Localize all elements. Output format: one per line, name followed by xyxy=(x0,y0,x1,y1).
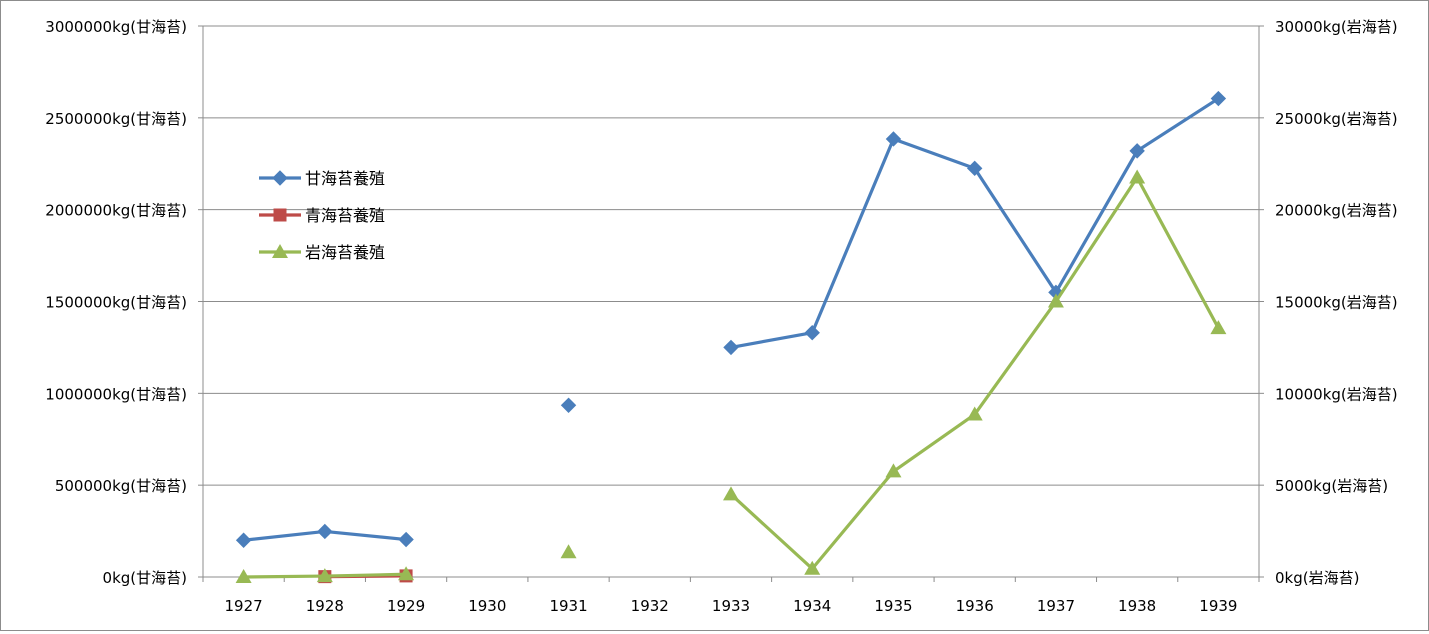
data-point xyxy=(723,339,739,356)
right-axis-tick-label: 10000kg(岩海苔) xyxy=(1275,385,1398,403)
left-axis-tick-label: 500000kg(甘海苔) xyxy=(55,477,187,495)
data-point xyxy=(1210,320,1227,335)
series-line-segment xyxy=(891,412,977,473)
series-line-segment xyxy=(323,572,408,578)
right-axis-tick-label: 30000kg(岩海苔) xyxy=(1275,18,1398,36)
data-point xyxy=(317,523,333,540)
series-line-segment xyxy=(242,574,327,579)
gridlines xyxy=(203,25,1259,486)
series-line-segment xyxy=(729,331,814,350)
right-axis-tick-label: 0kg(岩海苔) xyxy=(1275,569,1359,587)
x-axis-tick-label: 1939 xyxy=(1199,597,1237,615)
data-point xyxy=(804,560,821,575)
legend-item: 甘海苔養殖 xyxy=(259,169,385,188)
x-axis-tick-label: 1929 xyxy=(387,597,425,615)
left-axis-tick-label: 2500000kg(甘海苔) xyxy=(45,110,187,128)
series-line-segment xyxy=(973,299,1058,417)
data-point xyxy=(560,397,577,413)
x-axis-tick-label: 1928 xyxy=(306,597,344,615)
x-axis-tick-label: 1936 xyxy=(956,597,994,615)
left-axis-tick-label: 1000000kg(甘海苔) xyxy=(45,385,187,403)
x-axis-tick-label: 1934 xyxy=(793,597,831,615)
legend-marker xyxy=(272,170,288,186)
legend-label: 甘海苔養殖 xyxy=(305,169,385,188)
data-point xyxy=(560,544,577,559)
legend-marker xyxy=(272,244,288,258)
series-line-segment xyxy=(1135,175,1220,330)
series-line-segment xyxy=(242,529,327,542)
left-axis-tick-label: 2000000kg(甘海苔) xyxy=(45,202,187,220)
data-point xyxy=(966,160,983,177)
data-point xyxy=(966,406,983,421)
right-axis-tick-label: 20000kg(岩海苔) xyxy=(1275,202,1398,220)
series-plot xyxy=(235,90,1227,584)
x-axis-tick-label: 1933 xyxy=(712,597,750,615)
left-axis-tick-labels: 0kg(甘海苔) 500000kg(甘海苔) 1000000kg(甘海苔) 15000… xyxy=(45,18,187,587)
right-axis-tick-label: 25000kg(岩海苔) xyxy=(1275,110,1398,128)
data-point xyxy=(723,486,739,501)
legend-item: 青海苔養殖 xyxy=(259,206,385,225)
series-line-segment xyxy=(323,529,408,542)
x-axis-tick-label: 1932 xyxy=(631,597,669,615)
series-line-segment xyxy=(810,137,896,335)
data-point xyxy=(235,532,252,548)
series-line-segment xyxy=(810,469,896,571)
data-point xyxy=(398,531,414,548)
data-point xyxy=(885,463,902,478)
right-axis-tick-labels: 0kg(岩海苔) 5000kg(岩海苔) 10000kg(岩海苔) 15000kg(岩… xyxy=(1275,18,1398,587)
x-axis-tick-labels: 1927 1928 1929 1930 1931 1932 1933 1934 1935 1936… xyxy=(225,597,1238,615)
left-axis-tick-label: 1500000kg(甘海苔) xyxy=(45,294,187,312)
x-axis-tick-label: 1938 xyxy=(1118,597,1156,615)
series-3 xyxy=(235,169,1227,583)
series-line-segment xyxy=(729,492,814,571)
legend-item: 岩海苔養殖 xyxy=(259,243,385,262)
legend-label: 岩海苔養殖 xyxy=(305,243,385,262)
left-axis-tick-label: 0kg(甘海苔) xyxy=(103,569,187,587)
legend-marker xyxy=(273,208,287,222)
x-axis-tick-label: 1937 xyxy=(1037,597,1075,615)
x-axis-tick-label: 1935 xyxy=(874,597,912,615)
data-point xyxy=(1047,293,1064,308)
series-line-segment xyxy=(1054,149,1139,294)
data-point xyxy=(1129,169,1146,184)
data-point xyxy=(1129,143,1145,159)
right-axis-tick-label: 5000kg(岩海苔) xyxy=(1275,477,1388,495)
data-point xyxy=(804,325,820,341)
series-line-segment xyxy=(973,166,1058,294)
data-point xyxy=(316,568,333,583)
x-axis-tick-label: 1927 xyxy=(225,597,263,615)
right-axis-tick-label: 15000kg(岩海苔) xyxy=(1275,294,1398,312)
series-line-segment xyxy=(1135,96,1220,153)
data-point xyxy=(398,566,415,581)
data-point xyxy=(885,131,902,147)
data-point xyxy=(235,569,252,583)
series-line-segment xyxy=(1054,175,1139,304)
left-axis-tick-label: 3000000kg(甘海苔) xyxy=(45,18,187,36)
legend-label: 青海苔養殖 xyxy=(305,206,385,225)
x-axis-tick-label: 1930 xyxy=(468,597,506,615)
series-1 xyxy=(235,90,1227,548)
data-point xyxy=(1210,90,1227,107)
series-line-segment xyxy=(891,137,977,170)
x-axis-tick-label: 1931 xyxy=(549,597,587,615)
